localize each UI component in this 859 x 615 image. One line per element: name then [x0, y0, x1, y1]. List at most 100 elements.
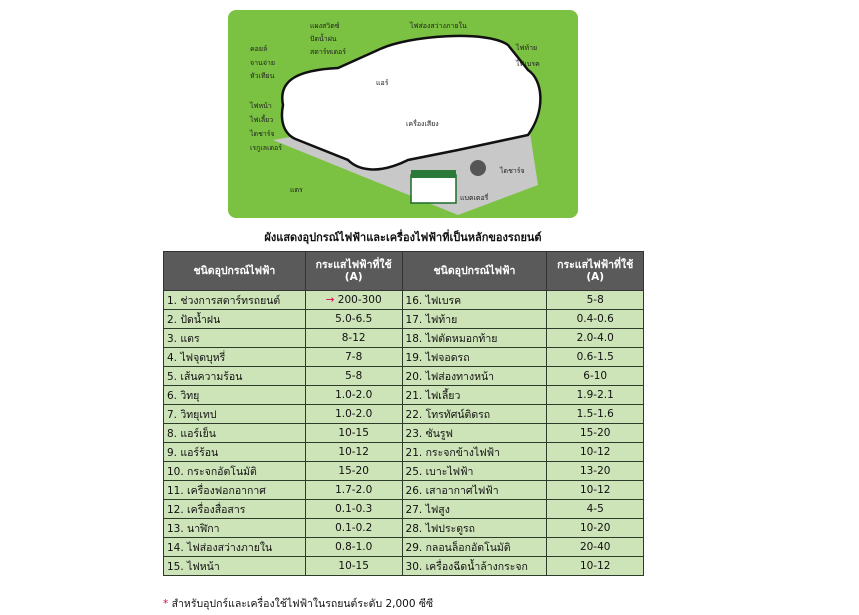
label-spark-plug: หัวเทียน — [250, 72, 275, 80]
cell-text: 30. เครื่องฉีดน้ำล้างกระจก — [405, 560, 528, 573]
label-alternator: ไดชาร์จ — [499, 166, 525, 175]
table-row: 3. แตร 8-12 18. ไฟตัดหมอกท้าย 2.0-4.0 — [163, 328, 644, 348]
current-cell: 10-12 — [546, 480, 644, 500]
cell-text: 11. เครื่องฟอกอากาศ — [167, 484, 266, 497]
header-current: กระแสไฟฟ้าที่ใช้ (A) — [546, 251, 644, 291]
device-cell: 3. แตร — [163, 328, 306, 348]
table-row: 2. ปัดน้ำฝน 5.0-6.5 17. ไฟท้าย 0.4-0.6 — [163, 309, 644, 329]
device-cell: 28. ไฟประตูรถ — [401, 518, 548, 538]
table-row: 1. ช่วงการสตาร์ทรถยนต์ → 200-300 16. ไฟเบร… — [163, 290, 644, 310]
cell-text: 10. กระจกอัตโนมัติ — [167, 465, 257, 478]
device-cell: 13. นาฬิกา — [163, 518, 306, 538]
table-row: 8. แอร์เย็น 10-15 23. ซันรูฟ 15-20 — [163, 423, 644, 443]
cell-text: 0.4-0.6 — [576, 313, 614, 325]
cell-text: 3. แตร — [167, 332, 200, 345]
cell-text: 15-20 — [579, 427, 611, 439]
label-horn: แตร — [290, 186, 303, 194]
cell-text: 20-40 — [579, 541, 611, 553]
current-cell: 5-8 — [304, 366, 403, 386]
cell-text: 4-5 — [586, 503, 604, 515]
label-starter: สตาร์ทเตอร์ — [310, 48, 346, 56]
current-cell: 0.4-0.6 — [546, 309, 644, 329]
label-headlight: ไฟหน้า — [249, 101, 272, 110]
current-cell: 1.9-2.1 — [546, 385, 644, 405]
device-cell: 26. เสาอากาศไฟฟ้า — [401, 480, 548, 500]
cell-text: 17. ไฟท้าย — [405, 313, 458, 326]
table-row: 7. วิทยุเทป 1.0-2.0 22. โทรทัศน์ติดรถ 1.5-1… — [163, 404, 644, 424]
device-cell: 16. ไฟเบรค — [401, 290, 548, 310]
table-row: 5. เส้นความร้อน 5-8 20. ไฟส่องทางหน้า 6-10 — [163, 366, 644, 386]
current-cell: 0.1-0.2 — [304, 518, 403, 538]
car-outline — [280, 34, 542, 171]
diagram-caption: ผังแสดงอุปกรณ์ไฟฟ้าและเครื่องไฟฟ้าที่เป็… — [264, 231, 542, 244]
cell-text: 6. วิทยุ — [167, 389, 200, 402]
cell-text: 19. ไฟจอดรถ — [405, 351, 470, 364]
current-cell: 10-12 — [546, 556, 644, 576]
cell-text: 200-300 — [337, 294, 382, 306]
cell-text: 10-15 — [338, 560, 369, 572]
current-cell: 10-20 — [546, 518, 644, 538]
current-cell: 10-12 — [546, 442, 644, 462]
cell-text: 5-8 — [345, 370, 363, 382]
cell-text: 1.7-2.0 — [335, 484, 373, 496]
device-cell: 14. ไฟส่องสว่างภายใน — [163, 537, 306, 557]
current-cell: 1.0-2.0 — [304, 385, 403, 405]
cell-text: 0.1-0.3 — [335, 503, 373, 515]
current-cell: 15-20 — [304, 461, 403, 481]
device-cell: 27. ไฟสูง — [401, 499, 548, 519]
cell-text: 1. ช่วงการสตาร์ทรถยนต์ — [167, 294, 281, 307]
cell-text: 9. แอร์ร้อน — [167, 446, 219, 459]
cell-text: 23. ซันรูฟ — [405, 427, 453, 440]
header-device: ชนิดอุปกรณ์ไฟฟ้า — [163, 251, 306, 291]
alternator-icon — [470, 160, 486, 176]
cell-text: 26. เสาอากาศไฟฟ้า — [405, 484, 499, 497]
cell-text: 10-15 — [338, 427, 369, 439]
cell-text: 1.5-1.6 — [576, 408, 614, 420]
label-switch-panel: แผงสวิตซ์ — [310, 22, 340, 30]
current-cell: 20-40 — [546, 537, 644, 557]
device-cell: 21. ไฟเลี้ยว — [401, 385, 548, 405]
device-cell: 2. ปัดน้ำฝน — [163, 309, 306, 329]
diagram-labels: แผงสวิตซ์ ปัดน้ำฝน สตาร์ทเตอร์ คอยล์ จาน… — [249, 21, 540, 202]
current-usage-table: ชนิดอุปกรณ์ไฟฟ้า กระแสไฟฟ้าที่ใช้ (A) ชน… — [163, 251, 644, 576]
device-cell: 10. กระจกอัตโนมัติ — [163, 461, 306, 481]
table-row: 6. วิทยุ 1.0-2.0 21. ไฟเลี้ยว 1.9-2.1 — [163, 385, 644, 405]
cell-text: 14. ไฟส่องสว่างภายใน — [167, 541, 273, 554]
device-cell: 30. เครื่องฉีดน้ำล้างกระจก — [401, 556, 548, 576]
cell-text: 1.0-2.0 — [335, 389, 373, 401]
cell-text: 29. กลอนล็อกอัตโนมัติ — [405, 541, 511, 554]
cell-text: 21. กระจกข้างไฟฟ้า — [405, 446, 500, 459]
label-wiper: ปัดน้ำฝน — [310, 32, 337, 43]
footnote-text: สำหรับอุปกร์และเครื่องใช้ไฟฟ้าในรถยนต์ระ… — [171, 598, 434, 610]
device-cell: 7. วิทยุเทป — [163, 404, 306, 424]
label-air-con: แอร์ — [376, 79, 389, 87]
cell-text: 1.0-2.0 — [335, 408, 373, 420]
pink-arrow-icon: → — [325, 294, 338, 306]
current-cell: 1.7-2.0 — [304, 480, 403, 500]
battery-top — [411, 170, 456, 178]
device-cell: 23. ซันรูฟ — [401, 423, 548, 443]
device-cell: 21. กระจกข้างไฟฟ้า — [401, 442, 548, 462]
device-cell: 8. แอร์เย็น — [163, 423, 306, 443]
cell-text: 28. ไฟประตูรถ — [405, 522, 476, 535]
label-regulator: เรกูเลเตอร์ — [250, 144, 282, 152]
device-cell: 1. ช่วงการสตาร์ทรถยนต์ — [163, 290, 306, 310]
device-cell: 11. เครื่องฟอกอากาศ — [163, 480, 306, 500]
current-cell: 5-8 — [546, 290, 644, 310]
cell-text: 10-12 — [579, 484, 611, 496]
battery-icon — [410, 174, 457, 204]
label-audio: เครื่องเสียง — [406, 119, 439, 128]
cell-text: 4. ไฟจุดบุหรี่ — [167, 351, 226, 364]
cell-text: 8. แอร์เย็น — [167, 427, 216, 440]
current-cell: 10-12 — [304, 442, 403, 462]
device-cell: 22. โทรทัศน์ติดรถ — [401, 404, 548, 424]
table-row: 10. กระจกอัตโนมัติ 15-20 25. เบาะไฟฟ้า 13-2… — [163, 461, 644, 481]
cell-text: 15-20 — [338, 465, 369, 477]
current-cell: 6-10 — [546, 366, 644, 386]
device-cell: 18. ไฟตัดหมอกท้าย — [401, 328, 548, 348]
device-cell: 20. ไฟส่องทางหน้า — [401, 366, 548, 386]
cell-text: 13-20 — [579, 465, 611, 477]
cell-text: 0.8-1.0 — [335, 541, 373, 553]
device-cell: 29. กลอนล็อกอัตโนมัติ — [401, 537, 548, 557]
table-row: 13. นาฬิกา 0.1-0.2 28. ไฟประตูรถ 10-20 — [163, 518, 644, 538]
